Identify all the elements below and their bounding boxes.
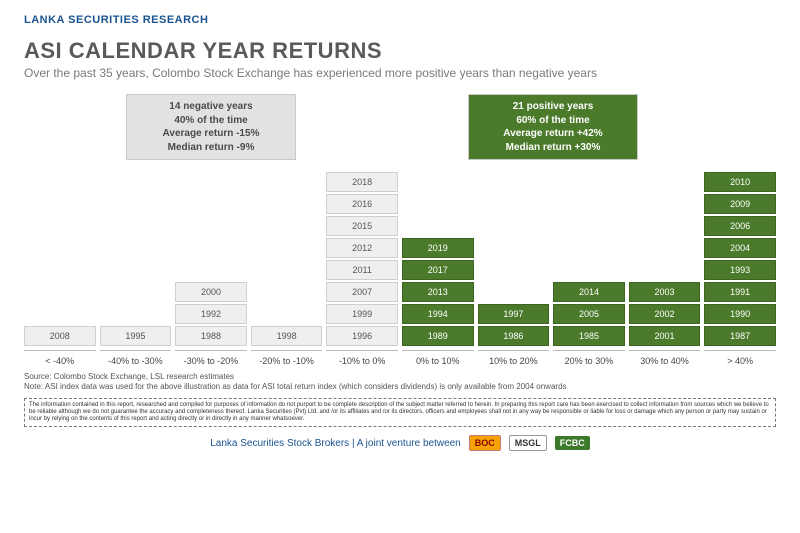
disclaimer-box: The information contained in this report… <box>24 398 776 428</box>
year-cell: 2018 <box>326 172 398 192</box>
bucket-label: -40% to -30% <box>100 350 172 366</box>
footer: Lanka Securities Stock Brokers | A joint… <box>24 435 776 451</box>
year-cell: 1991 <box>704 282 776 302</box>
summary-pos-line3: Average return +42% <box>481 127 625 141</box>
year-cell: 1996 <box>326 326 398 346</box>
histogram-column: 201420051985 20% to 30% <box>553 166 625 366</box>
histogram-column: 1998 -20% to -10% <box>251 166 323 366</box>
year-cell: 1993 <box>704 260 776 280</box>
year-cell: 2012 <box>326 238 398 258</box>
page-title: ASI CALENDAR YEAR RETURNS <box>24 38 776 64</box>
histogram-stack: 19971986 <box>478 166 550 346</box>
year-cell: 1989 <box>402 326 474 346</box>
bucket-label: < -40% <box>24 350 96 366</box>
year-cell: 1994 <box>402 304 474 324</box>
histogram-stack: 1998 <box>251 166 323 346</box>
summary-neg-line3: Average return -15% <box>139 127 283 141</box>
bucket-label: -10% to 0% <box>326 350 398 366</box>
year-cell: 1997 <box>478 304 550 324</box>
year-cell: 1987 <box>704 326 776 346</box>
histogram-column: 200019921988 -30% to -20% <box>175 166 247 366</box>
year-cell: 1990 <box>704 304 776 324</box>
year-cell: 2002 <box>629 304 701 324</box>
year-cell: 2008 <box>24 326 96 346</box>
histogram-stack: 20102009200620041993199119901987 <box>704 166 776 346</box>
footer-text: Lanka Securities Stock Brokers | A joint… <box>210 438 461 449</box>
histogram-stack: 201420051985 <box>553 166 625 346</box>
summary-row: 14 negative years 40% of the time Averag… <box>24 94 776 160</box>
year-cell: 1999 <box>326 304 398 324</box>
page-subtitle: Over the past 35 years, Colombo Stock Ex… <box>24 66 776 80</box>
year-cell: 2000 <box>175 282 247 302</box>
summary-pos-line1: 21 positive years <box>481 100 625 114</box>
year-cell: 2014 <box>553 282 625 302</box>
histogram-column: 20102009200620041993199119901987 > 40% <box>704 166 776 366</box>
histogram-column: 200320022001 30% to 40% <box>629 166 701 366</box>
summary-positive: 21 positive years 60% of the time Averag… <box>468 94 638 160</box>
year-cell: 2019 <box>402 238 474 258</box>
summary-neg-line2: 40% of the time <box>139 114 283 128</box>
brand-header: LANKA SECURITIES RESEARCH <box>24 14 776 26</box>
summary-pos-line4: Median return +30% <box>481 141 625 155</box>
summary-neg-line4: Median return -9% <box>139 141 283 155</box>
bucket-label: -20% to -10% <box>251 350 323 366</box>
histogram-column: 20192017201319941989 0% to 10% <box>402 166 474 366</box>
histogram-column: 1995 -40% to -30% <box>100 166 172 366</box>
summary-negative: 14 negative years 40% of the time Averag… <box>126 94 296 160</box>
returns-histogram: 2008< -40%1995-40% to -30%200019921988-3… <box>24 166 776 366</box>
year-cell: 2004 <box>704 238 776 258</box>
msgl-logo-icon: MSGL <box>509 435 547 451</box>
histogram-column: 20182016201520122011200719991996 -10% to … <box>326 166 398 366</box>
year-cell: 2016 <box>326 194 398 214</box>
bucket-label: > 40% <box>704 350 776 366</box>
boc-logo-icon: BOC <box>469 435 501 451</box>
year-cell: 2011 <box>326 260 398 280</box>
histogram-column: 19971986 10% to 20% <box>478 166 550 366</box>
year-cell: 2015 <box>326 216 398 236</box>
year-cell: 2006 <box>704 216 776 236</box>
histogram-stack: 1995 <box>100 166 172 346</box>
year-cell: 2001 <box>629 326 701 346</box>
year-cell: 1995 <box>100 326 172 346</box>
year-cell: 2017 <box>402 260 474 280</box>
year-cell: 2013 <box>402 282 474 302</box>
year-cell: 1998 <box>251 326 323 346</box>
year-cell: 1985 <box>553 326 625 346</box>
year-cell: 2003 <box>629 282 701 302</box>
year-cell: 2009 <box>704 194 776 214</box>
source-notes: Source: Colombo Stock Exchange, LSL rese… <box>24 372 776 393</box>
source-line-2: Note: ASI index data was used for the ab… <box>24 382 776 392</box>
bucket-label: 20% to 30% <box>553 350 625 366</box>
year-cell: 2005 <box>553 304 625 324</box>
summary-neg-line1: 14 negative years <box>139 100 283 114</box>
bucket-label: -30% to -20% <box>175 350 247 366</box>
histogram-column: 2008 < -40% <box>24 166 96 366</box>
histogram-stack: 2008 <box>24 166 96 346</box>
histogram-stack: 20192017201319941989 <box>402 166 474 346</box>
year-cell: 1986 <box>478 326 550 346</box>
year-cell: 2010 <box>704 172 776 192</box>
bucket-label: 0% to 10% <box>402 350 474 366</box>
year-cell: 2007 <box>326 282 398 302</box>
bucket-label: 10% to 20% <box>478 350 550 366</box>
year-cell: 1988 <box>175 326 247 346</box>
fcbc-logo-icon: FCBC <box>555 436 590 450</box>
bucket-label: 30% to 40% <box>629 350 701 366</box>
histogram-stack: 20182016201520122011200719991996 <box>326 166 398 346</box>
summary-pos-line2: 60% of the time <box>481 114 625 128</box>
source-line-1: Source: Colombo Stock Exchange, LSL rese… <box>24 372 776 382</box>
histogram-stack: 200019921988 <box>175 166 247 346</box>
year-cell: 1992 <box>175 304 247 324</box>
histogram-stack: 200320022001 <box>629 166 701 346</box>
